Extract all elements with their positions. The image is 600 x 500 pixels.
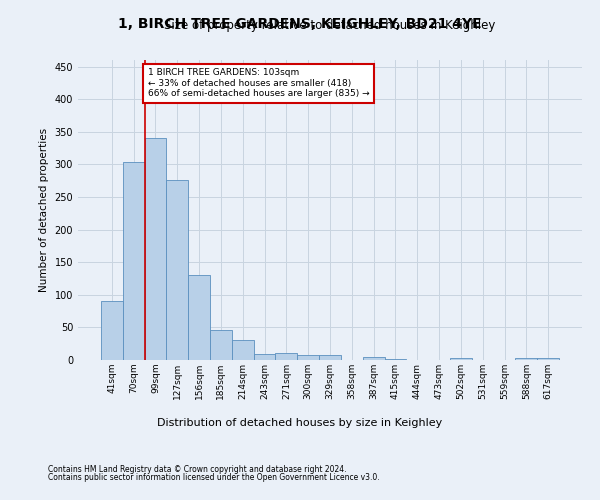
Text: 1, BIRCH TREE GARDENS, KEIGHLEY, BD21 4YE: 1, BIRCH TREE GARDENS, KEIGHLEY, BD21 4Y… bbox=[118, 18, 482, 32]
Bar bbox=[385, 358, 406, 360]
Text: 1 BIRCH TREE GARDENS: 103sqm
← 33% of detached houses are smaller (418)
66% of s: 1 BIRCH TREE GARDENS: 103sqm ← 33% of de… bbox=[148, 68, 370, 98]
Bar bbox=[210, 330, 232, 360]
Bar bbox=[145, 138, 166, 360]
Bar bbox=[297, 355, 319, 360]
Bar bbox=[515, 358, 537, 360]
Text: Contains HM Land Registry data © Crown copyright and database right 2024.: Contains HM Land Registry data © Crown c… bbox=[48, 465, 347, 474]
Bar bbox=[232, 340, 254, 360]
Bar bbox=[363, 358, 385, 360]
Title: Size of property relative to detached houses in Keighley: Size of property relative to detached ho… bbox=[164, 20, 496, 32]
Bar bbox=[123, 162, 145, 360]
Bar bbox=[319, 356, 341, 360]
Bar bbox=[537, 358, 559, 360]
Y-axis label: Number of detached properties: Number of detached properties bbox=[39, 128, 49, 292]
Bar bbox=[275, 354, 297, 360]
Text: Distribution of detached houses by size in Keighley: Distribution of detached houses by size … bbox=[157, 418, 443, 428]
Bar bbox=[450, 358, 472, 360]
Bar bbox=[254, 354, 275, 360]
Bar bbox=[101, 300, 123, 360]
Text: Contains public sector information licensed under the Open Government Licence v3: Contains public sector information licen… bbox=[48, 472, 380, 482]
Bar bbox=[188, 274, 210, 360]
Bar bbox=[166, 180, 188, 360]
